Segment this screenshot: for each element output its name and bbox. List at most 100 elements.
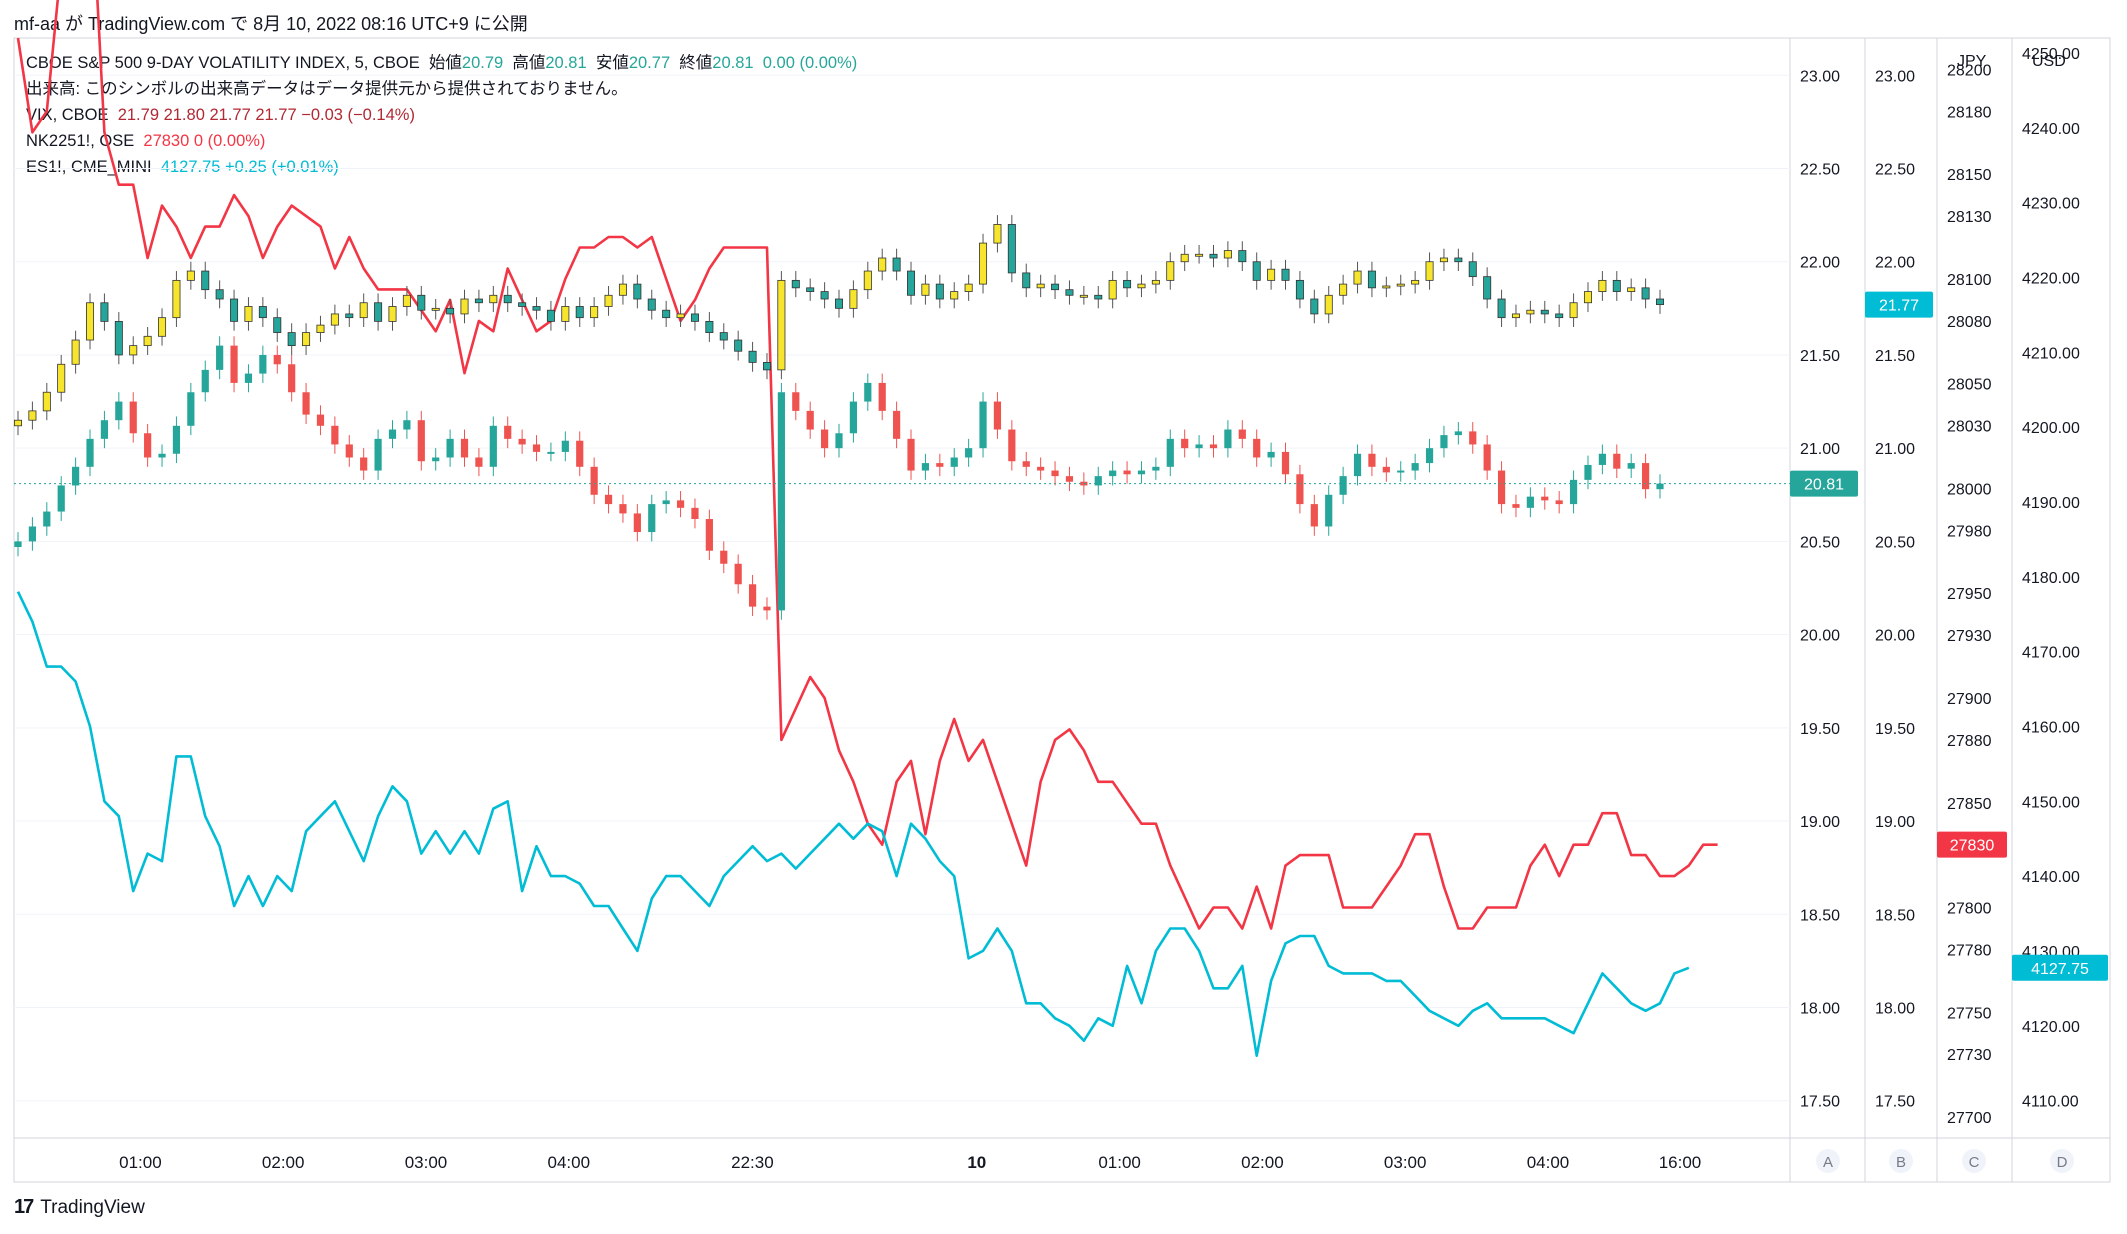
vol9d-candle [1641,463,1650,490]
vix-candle [647,298,656,311]
axis-c-tick: 27750 [1947,1005,1992,1022]
axis-b-tick: 19.00 [1875,814,1915,831]
axis-c-tick: 27800 [1947,901,1992,918]
axis-b-tick: 20.50 [1875,534,1915,551]
vol9d-candle [1253,438,1261,458]
vix-candle [1295,279,1304,300]
vix-candle [1022,272,1031,289]
vix-candle [1238,250,1247,263]
vix-candle [417,294,426,311]
vix-candle [993,224,1002,244]
axis-a-tick: 22.00 [1800,255,1840,272]
vol9d-candle [806,410,814,430]
vol9d-candle [561,440,569,452]
vix-candle [1569,302,1578,319]
vix-candle [374,302,383,322]
vol9d-candle [1209,444,1218,449]
vix-candle [979,242,988,285]
axis-d-tick: 4250.00 [2022,46,2080,63]
legend-es-row[interactable]: ES1!, CME_MINI 4127.75 +0.25 (+0.01%) [26,154,857,180]
legend-close-label: 終値 [679,54,713,72]
vix-candle [1526,309,1535,315]
vol9d-candle [1440,435,1448,449]
axis-letter-c: C [1969,1154,1980,1171]
axis-c-tick: 27880 [1947,733,1992,750]
vol9d-candle [1569,479,1578,505]
vix-candle [518,302,527,307]
vol9d-candle [950,457,958,467]
footer-brand[interactable]: 17 TradingView [14,1196,145,1219]
vix-candle [1396,283,1405,287]
vix-candle [1065,289,1074,296]
vix-candle [57,363,66,393]
main-price-badge: 20.81 [1804,477,1844,494]
vix-candle [1367,270,1376,289]
vol9d-candle [662,500,670,505]
vix-candle [1656,298,1665,306]
vix-price-badge: 21.77 [1879,298,1919,315]
legend-main-change: 0.00 (0.00%) [762,54,858,72]
axis-d-badge [2050,1149,2074,1173]
axis-d-tick: 4220.00 [2022,270,2080,287]
vol9d-candle [244,373,253,383]
axis-d-tick: 4180.00 [2022,570,2080,587]
vix-candle [1209,253,1218,259]
vol9d-candle [979,401,987,449]
vix-candle [1166,261,1175,281]
axis-c-tick: 27780 [1947,942,1992,959]
vix-candle [1411,279,1420,285]
legend-open-label: 始値 [428,54,462,72]
vol9d-candle [374,438,382,471]
vol9d-candle [273,354,281,365]
vix-candle [474,298,483,304]
vol9d-candle [446,438,454,458]
vol9d-candle [1497,470,1506,505]
vol9d-candle [1123,470,1131,475]
vix-candle [935,283,944,300]
axis-a-tick: 19.50 [1800,721,1840,738]
vix-candle [835,298,844,309]
axis-c-unit: JPY [1957,53,1987,70]
vol9d-candle [604,494,613,505]
axis-d-tick: 4190.00 [2022,495,2080,512]
axis-d-unit: USD [2032,53,2066,70]
vix-candle [561,306,570,322]
axis-b-tick: 22.50 [1875,162,1915,179]
vol9d-candle [288,364,296,393]
vix-candle [546,309,555,322]
vix-candle [1252,261,1261,281]
time-axis-tick: 01:00 [119,1153,162,1172]
vol9d-candle [590,466,598,495]
axis-c-tick: 27700 [1947,1110,1992,1127]
vol9d-candle [1584,464,1592,480]
axis-b-tick: 21.50 [1875,348,1915,365]
axis-d-tick: 4200.00 [2022,420,2080,437]
vol9d-candle [576,440,584,467]
nk-line [16,0,1718,930]
vol9d-candle [921,463,930,471]
axis-c-tick: 27980 [1947,523,1992,540]
vix-candle [1555,313,1564,319]
axis-d-tick: 4140.00 [2022,869,2080,886]
time-axis-tick: 02:00 [262,1153,305,1172]
vix-candle [1137,283,1146,289]
legend-main-row[interactable]: CBOE S&P 500 9-DAY VOLATILITY INDEX, 5, … [26,50,857,76]
vol9d-candle [849,401,858,434]
vol9d-candle [792,392,800,411]
vix-candle [1454,257,1463,263]
axis-b-tick: 17.50 [1875,1094,1915,1111]
vol9d-candle [518,438,526,445]
time-axis-tick: 10 [967,1153,986,1172]
vix-candle [1627,287,1636,292]
vix-candle [13,419,22,427]
vix-candle [676,313,685,319]
vol9d-candle [633,513,641,533]
vol9d-candle [1008,429,1016,462]
vix-candle [503,294,512,304]
vol9d-candle [172,425,181,454]
vol9d-candle [547,451,555,454]
vix-candle [1108,279,1117,300]
vix-candle [575,306,584,319]
vix-candle [1598,279,1607,292]
